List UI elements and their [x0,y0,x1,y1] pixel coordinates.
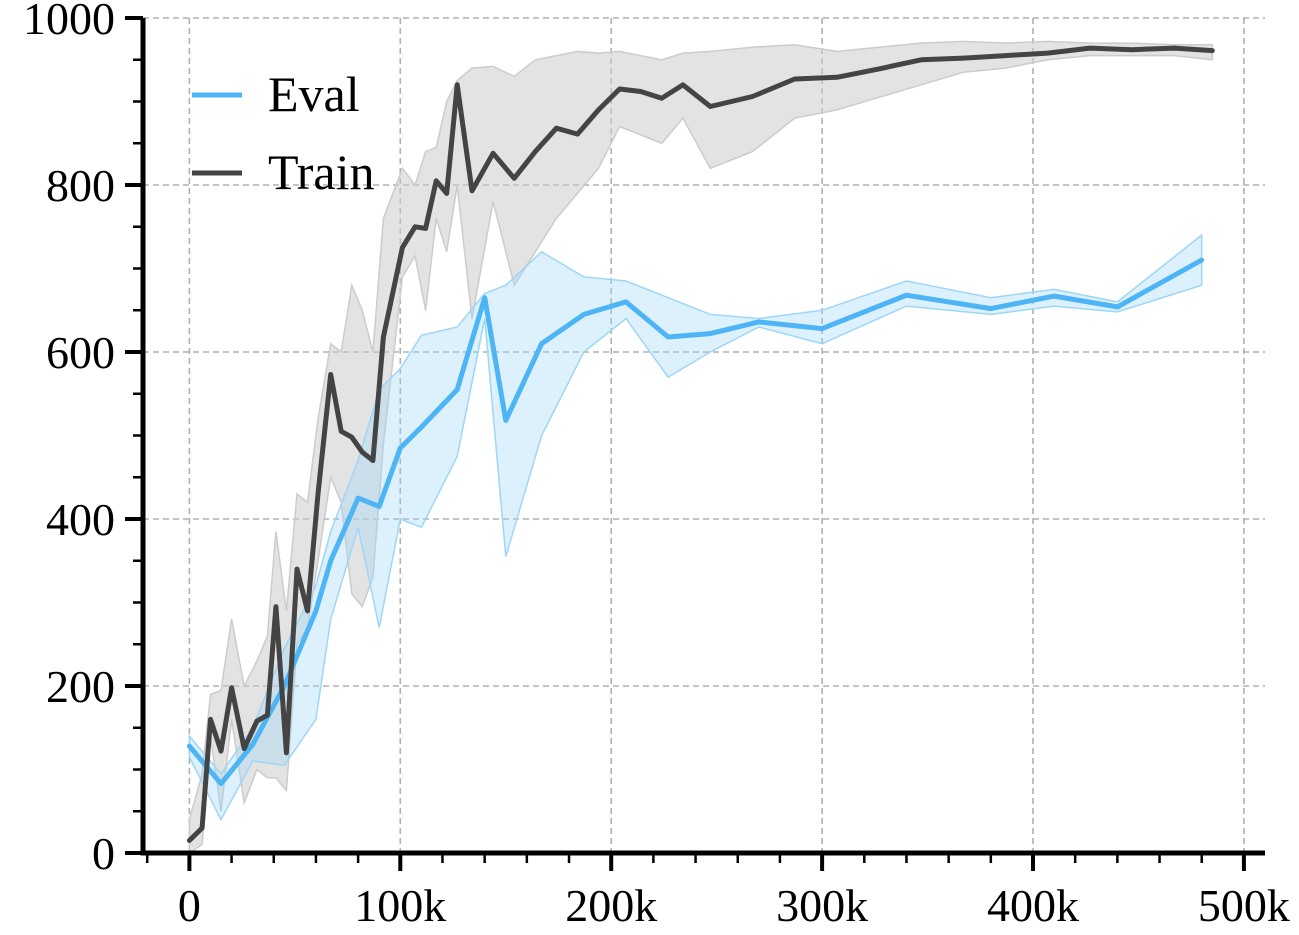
x-tick-label: 0 [178,880,201,931]
legend-label-eval: Eval [268,66,360,122]
y-tick-label: 0 [92,828,115,879]
confidence-bands [188,40,1214,855]
legend: Eval Train [192,66,375,200]
y-tick-label: 400 [46,494,115,545]
series-line-train [186,45,1215,843]
x-tick-label: 100k [354,880,446,931]
y-tick-label: 200 [46,661,115,712]
series-line-eval [186,257,1205,787]
y-tick-label: 800 [46,160,115,211]
x-tick-label: 300k [776,880,868,931]
y-tick-label: 600 [46,327,115,378]
band-eval [188,233,1203,822]
x-tick-label: 500k [1198,880,1290,931]
series-lines [186,45,1215,843]
x-tick-label: 400k [987,880,1079,931]
band-train [188,40,1214,855]
legend-label-train: Train [268,144,375,200]
y-tick-label: 1000 [23,0,115,44]
axes: 0 200 400 600 800 1000 0 100k 200k 300k 400k 500k [23,0,1290,931]
x-tick-label: 200k [565,880,657,931]
